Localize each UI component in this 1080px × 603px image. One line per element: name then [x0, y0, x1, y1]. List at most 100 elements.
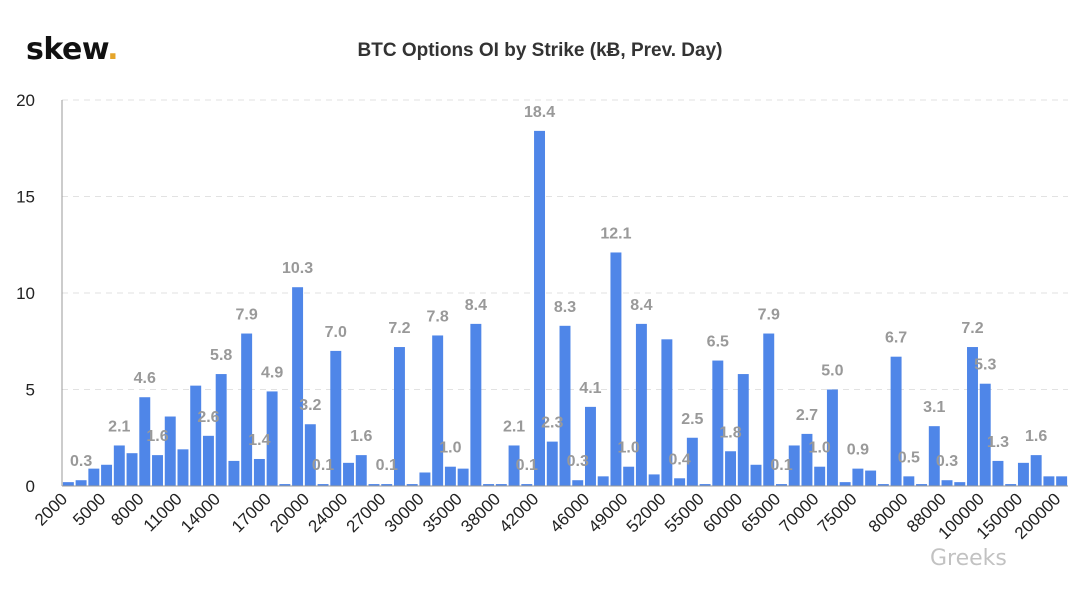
- data-label: 10.3: [282, 260, 313, 277]
- data-label: 5.8: [210, 347, 232, 364]
- bar: [686, 437, 698, 486]
- data-label: 1.8: [719, 424, 741, 441]
- data-label: 0.1: [770, 457, 792, 474]
- bar: [126, 453, 138, 486]
- data-label: 4.1: [579, 380, 601, 397]
- y-tick-label: 10: [16, 284, 35, 303]
- data-label: 1.3: [987, 434, 1009, 451]
- data-label: 4.9: [261, 364, 283, 381]
- x-tick-label: 49000: [585, 489, 632, 536]
- bar: [890, 356, 902, 486]
- skew-logo: skew.: [26, 32, 119, 67]
- data-label: 18.4: [524, 104, 555, 121]
- bar: [801, 433, 813, 486]
- bar: [368, 484, 380, 486]
- bar: [839, 482, 851, 486]
- x-tick-label: 17000: [228, 489, 275, 536]
- bar: [317, 484, 329, 486]
- data-label: 12.1: [600, 225, 631, 242]
- bar: [292, 287, 304, 486]
- bar: [470, 323, 482, 486]
- data-label: 5.3: [974, 357, 996, 374]
- data-label: 2.1: [108, 418, 130, 435]
- y-tick-label: 20: [16, 91, 35, 110]
- bar: [979, 383, 991, 486]
- data-label: 0.1: [312, 457, 334, 474]
- data-label: 0.9: [847, 442, 869, 459]
- bar: [661, 339, 673, 486]
- data-label: 1.0: [439, 440, 461, 457]
- data-label: 3.1: [923, 399, 945, 416]
- bar: [1030, 455, 1042, 486]
- bar: [343, 462, 354, 486]
- bar: [559, 325, 571, 486]
- bar: [202, 435, 214, 486]
- x-tick-label: 2000: [31, 489, 71, 529]
- bar: [916, 484, 928, 486]
- x-tick-label: 27000: [343, 489, 390, 536]
- bar: [941, 480, 953, 486]
- bar: [763, 333, 775, 486]
- bar: [852, 468, 864, 486]
- data-label: 4.6: [134, 370, 156, 387]
- logo-text: skew: [26, 32, 108, 67]
- bar: [152, 455, 163, 486]
- y-tick-label: 15: [16, 188, 35, 207]
- x-tick-label: 42000: [495, 489, 542, 536]
- y-tick-label: 0: [26, 477, 35, 496]
- x-tick-label: 80000: [865, 489, 912, 536]
- data-label: 2.1: [503, 418, 525, 435]
- bar: [712, 360, 724, 486]
- x-tick-label: 5000: [69, 489, 109, 529]
- bar: [406, 484, 418, 486]
- bar: [737, 374, 749, 486]
- bar: [521, 484, 533, 486]
- bar: [432, 335, 444, 486]
- bar: [826, 389, 838, 486]
- data-label: 6.5: [707, 334, 729, 351]
- bar: [584, 406, 596, 486]
- bar: [101, 464, 113, 486]
- bar: [814, 466, 826, 486]
- bar: [241, 333, 253, 486]
- bar: [750, 464, 762, 486]
- bar: [228, 460, 240, 486]
- chart-title: BTC Options OI by Strike (kɃ, Prev. Day): [357, 40, 723, 61]
- data-label: 7.9: [236, 307, 258, 324]
- bar: [572, 480, 584, 486]
- bar: [88, 468, 100, 486]
- data-label: 0.3: [70, 453, 92, 470]
- x-tick-label: 70000: [776, 489, 823, 536]
- bar: [623, 466, 635, 486]
- bar: [546, 441, 558, 486]
- bar: [648, 474, 660, 486]
- bar: [534, 130, 546, 486]
- x-tick-label: 52000: [623, 489, 670, 536]
- bar: [610, 252, 622, 486]
- x-tick-label: 55000: [661, 489, 708, 536]
- bar: [597, 476, 609, 486]
- bar: [903, 476, 915, 486]
- bar: [330, 350, 342, 486]
- data-label: 7.2: [388, 320, 410, 337]
- bar: [177, 449, 189, 486]
- x-tick-label: 14000: [177, 489, 224, 536]
- logo-dot: .: [107, 32, 119, 67]
- bar: [928, 426, 940, 486]
- data-label: 7.9: [758, 307, 780, 324]
- x-tick-label: 38000: [457, 489, 504, 536]
- bar: [139, 397, 151, 486]
- bar: [1043, 476, 1055, 486]
- bar: [865, 470, 877, 486]
- data-label: 8.4: [630, 297, 652, 314]
- x-tick-label: 35000: [419, 489, 466, 536]
- data-label: 0.5: [898, 449, 920, 466]
- data-label: 1.6: [146, 428, 168, 445]
- data-label: 7.8: [427, 308, 449, 325]
- data-label: 1.6: [1025, 428, 1047, 445]
- data-label: 5.0: [821, 363, 843, 380]
- x-tick-label: 30000: [381, 489, 428, 536]
- bar: [1005, 484, 1017, 486]
- watermark-text: Greeks: [930, 546, 1007, 571]
